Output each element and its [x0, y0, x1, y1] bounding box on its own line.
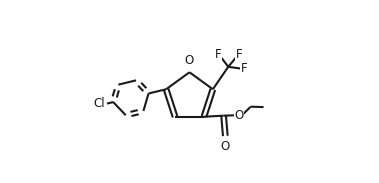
Text: F: F	[241, 62, 247, 75]
Text: F: F	[215, 48, 221, 61]
Text: O: O	[221, 140, 230, 153]
Text: Cl: Cl	[93, 97, 105, 110]
Text: O: O	[234, 109, 244, 122]
Text: F: F	[236, 48, 243, 61]
Text: O: O	[185, 54, 194, 67]
